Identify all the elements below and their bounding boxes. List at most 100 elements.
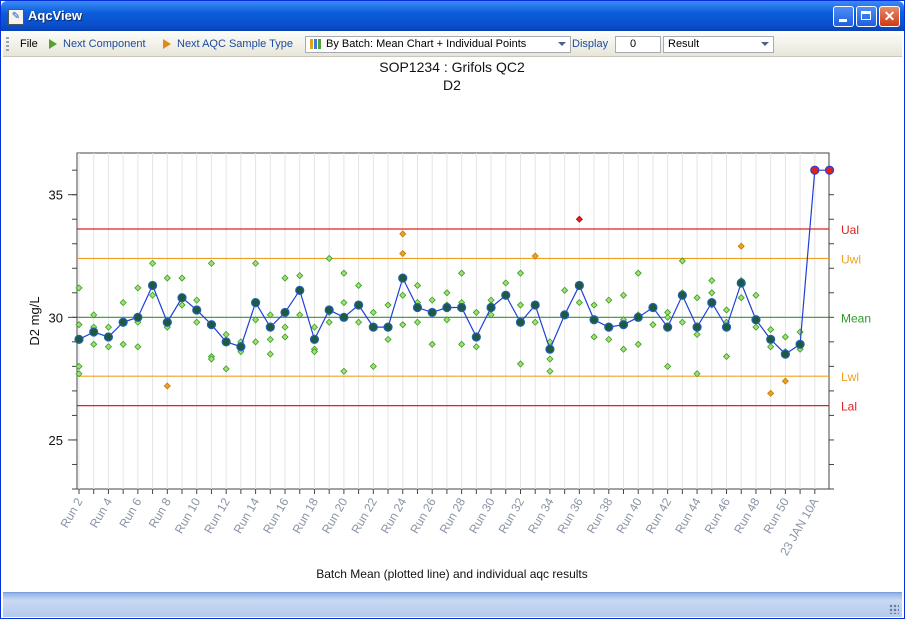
individual-point xyxy=(325,318,333,326)
display-input[interactable]: 0 xyxy=(615,36,661,53)
y-tick-label: 25 xyxy=(49,433,63,448)
status-bar xyxy=(3,592,902,617)
batch-mean-marker xyxy=(368,322,378,332)
individual-point xyxy=(369,362,377,370)
individual-point xyxy=(296,272,304,280)
batch-mean-marker xyxy=(486,302,496,313)
limit-label-mean: Mean xyxy=(841,311,871,325)
x-tick-label: Run 4 xyxy=(87,495,115,530)
individual-point xyxy=(781,333,789,341)
batch-mean-marker xyxy=(265,322,275,332)
individual-point xyxy=(252,338,260,346)
individual-point xyxy=(531,318,539,326)
y-axis-label: D2 mg/L xyxy=(27,296,42,345)
batch-mean-marker xyxy=(383,322,393,332)
latest-batch-mean-marker xyxy=(824,165,835,175)
individual-point xyxy=(619,345,628,353)
batch-mean-marker xyxy=(192,305,202,315)
batch-mean-marker xyxy=(427,307,437,318)
individual-point xyxy=(90,340,98,348)
batch-mean-marker xyxy=(295,285,305,295)
x-tick-label: Run 20 xyxy=(319,495,351,536)
x-tick-label: Run 32 xyxy=(496,495,528,536)
close-icon: ✕ xyxy=(883,8,896,24)
individual-point xyxy=(193,318,201,326)
maximize-icon xyxy=(861,11,871,20)
individual-point xyxy=(75,321,83,329)
x-tick-label: Run 50 xyxy=(761,495,793,536)
next-sample-type-label: Next AQC Sample Type xyxy=(177,38,293,50)
x-tick-label: Run 42 xyxy=(643,495,675,536)
next-component-button[interactable]: Next Component xyxy=(49,33,146,56)
toolbar-grip-icon[interactable] xyxy=(6,37,9,52)
individual-point xyxy=(428,296,436,304)
batch-means xyxy=(74,165,835,359)
batch-mean-marker xyxy=(309,334,320,344)
individual-point xyxy=(163,274,171,282)
batch-mean-marker xyxy=(354,300,364,310)
individual-point xyxy=(605,296,613,304)
individual-point xyxy=(310,323,319,331)
individual-point xyxy=(634,269,642,277)
close-button[interactable]: ✕ xyxy=(879,6,900,27)
limit-label-ual: Ual xyxy=(841,223,859,237)
individual-point xyxy=(664,313,672,321)
next-sample-arrow-icon xyxy=(163,39,171,50)
maximize-button[interactable] xyxy=(856,6,877,27)
individual-point xyxy=(252,316,260,324)
x-axis-label: Batch Mean (plotted line) and individual… xyxy=(316,567,588,581)
resize-grip-icon[interactable] xyxy=(889,604,899,614)
chevron-down-icon[interactable] xyxy=(758,38,772,51)
individual-point xyxy=(104,323,112,331)
individual-point xyxy=(281,323,289,331)
x-tick-label: Run 6 xyxy=(116,495,144,530)
batch-mean-marker xyxy=(74,334,84,344)
individual-point xyxy=(649,321,657,329)
individual-point xyxy=(75,284,83,292)
individual-point xyxy=(193,296,201,304)
x-tick-label: Run 12 xyxy=(201,495,233,536)
batch-mean-marker xyxy=(501,290,511,300)
x-tick-label: Run 38 xyxy=(584,495,616,536)
result-dropdown[interactable]: Result xyxy=(663,36,774,53)
individual-point xyxy=(722,352,731,361)
individual-point xyxy=(458,269,466,277)
minimize-button[interactable] xyxy=(833,6,854,27)
batch-mean-marker xyxy=(162,317,172,327)
individual-point xyxy=(384,335,392,343)
individual-point xyxy=(399,249,407,258)
individual-point xyxy=(516,301,525,309)
batch-mean-marker xyxy=(236,342,246,352)
individual-point xyxy=(296,311,304,319)
individual-point xyxy=(310,348,319,356)
title-bar[interactable]: ✎ AqcView ✕ xyxy=(1,1,904,31)
batch-mean-marker xyxy=(766,334,776,344)
minimize-icon xyxy=(839,19,847,22)
batch-mean-marker xyxy=(692,322,702,332)
individual-point xyxy=(693,294,701,302)
individual-point xyxy=(413,318,422,326)
individual-point xyxy=(472,308,480,316)
batch-mean-marker xyxy=(560,310,570,320)
individual-point xyxy=(487,311,495,319)
chart-type-icon xyxy=(310,39,321,50)
file-menu[interactable]: File xyxy=(20,38,38,50)
individual-point xyxy=(222,365,230,373)
chevron-down-icon[interactable] xyxy=(555,38,569,51)
x-tick-label: Run 22 xyxy=(348,495,380,536)
batch-mean-marker xyxy=(618,320,629,330)
individual-point xyxy=(708,276,716,285)
view-mode-dropdown[interactable]: By Batch: Mean Chart + Individual Points xyxy=(305,36,571,53)
batch-mean-marker xyxy=(118,317,128,327)
individual-point xyxy=(693,370,701,378)
x-tick-label: Run 24 xyxy=(378,495,410,536)
x-tick-label: Run 8 xyxy=(146,495,174,530)
next-sample-type-button[interactable]: Next AQC Sample Type xyxy=(163,33,293,56)
individual-point xyxy=(384,301,392,309)
limit-label-uwl: Uwl xyxy=(841,252,861,266)
batch-mean-marker xyxy=(177,293,187,303)
individual-point xyxy=(266,350,274,358)
individual-point xyxy=(590,301,598,309)
individual-point xyxy=(134,284,142,292)
